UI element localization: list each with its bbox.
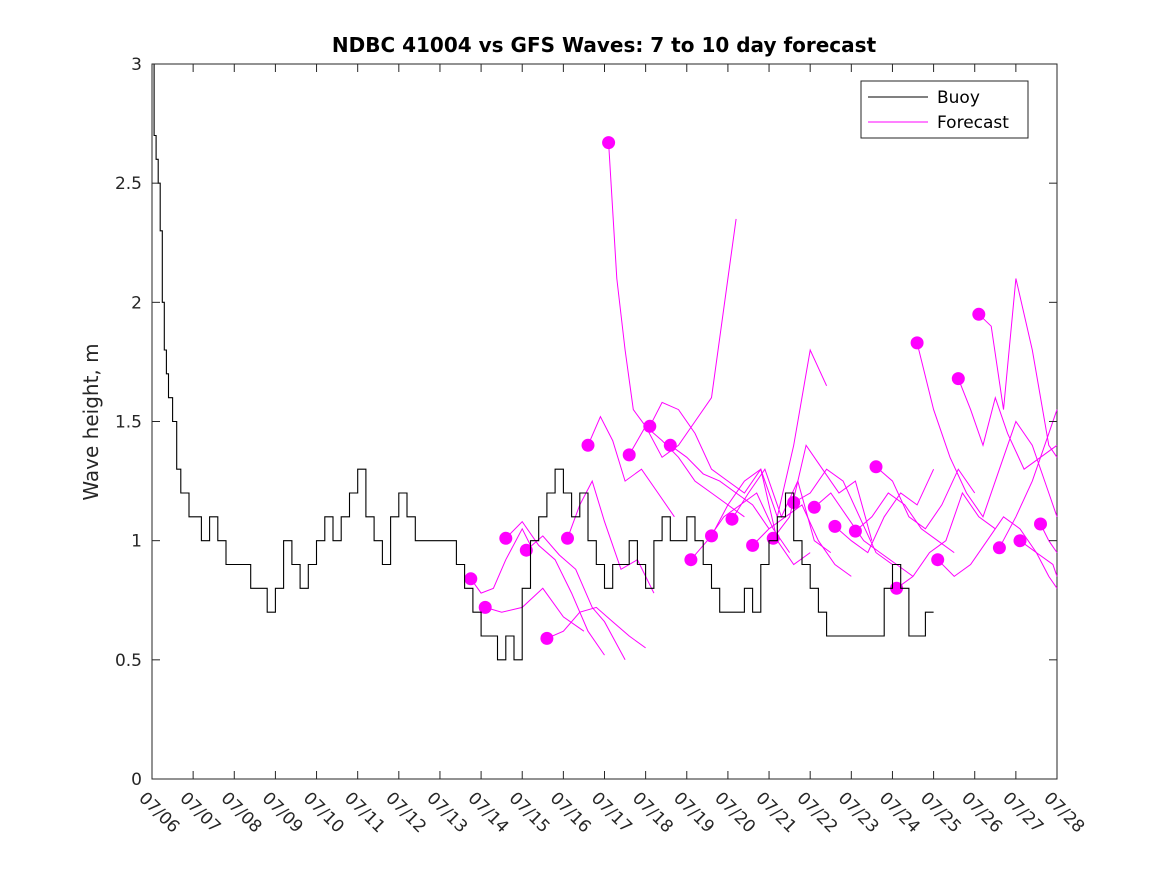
- legend: Buoy Forecast: [860, 80, 1029, 139]
- forecast-series-group: [464, 136, 1058, 661]
- y-tick-label: 1: [131, 532, 142, 552]
- forecast-start-marker: [807, 500, 821, 514]
- forecast-line: [470, 527, 531, 594]
- forecast-line: [793, 468, 893, 565]
- forecast-start-marker: [869, 460, 883, 474]
- forecast-line: [772, 444, 873, 541]
- forecast-line: [855, 492, 955, 554]
- forecast-line: [875, 466, 976, 530]
- legend-box: [860, 80, 1029, 139]
- forecast-start-marker: [602, 136, 616, 150]
- y-tick-label: 3: [131, 55, 142, 75]
- forecast-start-marker: [1034, 517, 1047, 531]
- legend-forecast-label: Forecast: [937, 113, 1009, 133]
- forecast-start-marker: [540, 631, 554, 645]
- legend-buoy-label: Buoy: [937, 88, 980, 108]
- forecast-line: [587, 415, 675, 518]
- forecast-line: [752, 504, 852, 577]
- forecast-start-marker: [746, 538, 760, 552]
- forecast-start-marker: [622, 448, 636, 462]
- y-tick-label: 1.5: [115, 413, 142, 433]
- forecast-start-marker: [499, 531, 513, 545]
- forecast-line: [937, 516, 1058, 578]
- forecast-start-marker: [643, 419, 657, 433]
- forecast-line: [608, 142, 737, 459]
- forecast-line: [649, 348, 828, 519]
- forecast-line: [505, 520, 605, 656]
- forecast-start-marker: [992, 541, 1006, 555]
- forecast-start-marker: [890, 581, 904, 595]
- forecast-start-marker: [848, 524, 862, 538]
- forecast-start-marker: [951, 372, 965, 386]
- buoy-line: [152, 63, 934, 661]
- forecast-line: [978, 278, 1058, 458]
- forecast-start-marker: [972, 307, 986, 321]
- forecast-start-marker: [519, 543, 533, 557]
- forecast-line: [998, 409, 1058, 549]
- forecast-start-marker: [931, 553, 945, 567]
- y-axis-label: Wave height, m: [79, 343, 103, 500]
- forecast-start-marker: [705, 529, 718, 543]
- forecast-start-marker: [464, 572, 478, 586]
- forecast-start-marker: [766, 531, 780, 545]
- forecast-line: [896, 491, 996, 589]
- forecast-line: [957, 378, 1058, 470]
- buoy-series-group: [152, 63, 934, 661]
- y-tick-label: 0.5: [115, 651, 142, 671]
- forecast-line: [1019, 540, 1058, 589]
- forecast-line: [670, 444, 770, 530]
- forecast-line: [485, 587, 585, 632]
- forecast-line: [546, 606, 646, 649]
- forecast-start-marker: [581, 438, 595, 452]
- forecast-start-marker: [663, 438, 677, 452]
- y-tick-label: 2: [131, 293, 142, 313]
- y-tick-label: 2.5: [115, 174, 142, 194]
- forecast-line: [916, 342, 1058, 518]
- forecast-start-marker: [684, 553, 698, 567]
- plot-area: [151, 63, 1058, 780]
- forecast-start-marker: [910, 336, 924, 350]
- forecast-start-marker: [561, 531, 574, 545]
- forecast-start-marker: [828, 519, 842, 533]
- forecast-start-marker: [725, 512, 739, 526]
- forecast-start-marker: [478, 600, 492, 614]
- chart-title: NDBC 41004 vs GFS Waves: 7 to 10 day for…: [332, 33, 877, 57]
- forecast-start-marker: [1013, 534, 1027, 548]
- forecast-line: [711, 468, 811, 566]
- y-tick-label: 0: [131, 770, 142, 790]
- forecast-line: [834, 468, 935, 554]
- forecast-line: [525, 535, 626, 661]
